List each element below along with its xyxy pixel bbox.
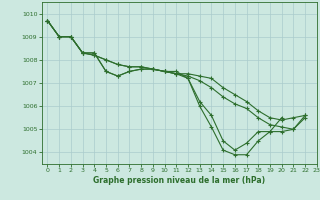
X-axis label: Graphe pression niveau de la mer (hPa): Graphe pression niveau de la mer (hPa) — [93, 176, 265, 185]
